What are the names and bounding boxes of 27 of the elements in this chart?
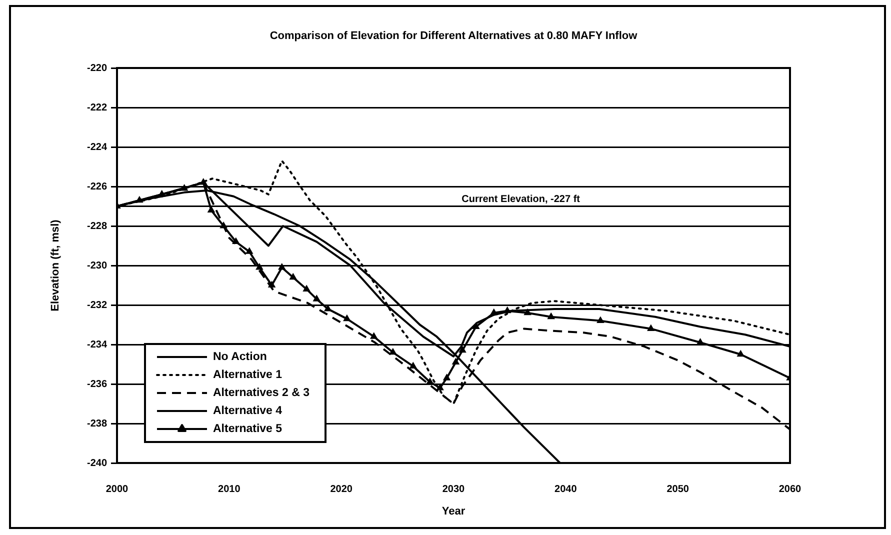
y-tick-label: -228 [86, 220, 108, 232]
x-axis-title: Year [442, 505, 466, 518]
y-tick-label: -236 [86, 378, 108, 390]
legend-label: Alternative 4 [213, 405, 283, 418]
x-tick-label: 2040 [554, 484, 578, 495]
legend-label: Alternatives 2 & 3 [213, 387, 310, 400]
x-tick-label: 2000 [106, 484, 129, 495]
x-tick-label: 2020 [330, 484, 353, 495]
y-tick-label: -240 [86, 458, 108, 469]
y-tick-label: -234 [86, 339, 108, 350]
x-tick-label: 2010 [218, 484, 241, 495]
legend-label: Alternative 5 [213, 423, 283, 436]
y-tick-label: -230 [86, 260, 108, 272]
y-tick-label: -220 [86, 62, 108, 74]
x-tick-label: 2030 [442, 484, 466, 495]
legend-label: No Action [213, 351, 267, 364]
y-tick-label: -226 [86, 181, 108, 192]
chart-title: Comparison of Elevation for Different Alternatives at 0.80 MAFY Inflow [270, 30, 638, 42]
legend-label: Alternative 1 [213, 369, 283, 382]
x-tick-label: 2060 [778, 484, 802, 495]
y-tick-label: -224 [86, 142, 108, 153]
y-tick-label: -222 [86, 102, 108, 114]
x-tick-label: 2050 [666, 484, 690, 495]
y-tick-label: -238 [86, 418, 108, 430]
y-axis-title: Elevation (ft, msl) [50, 219, 62, 312]
y-tick-label: -232 [86, 300, 108, 311]
ref-line-label: Current Elevation, -227 ft [462, 194, 581, 205]
